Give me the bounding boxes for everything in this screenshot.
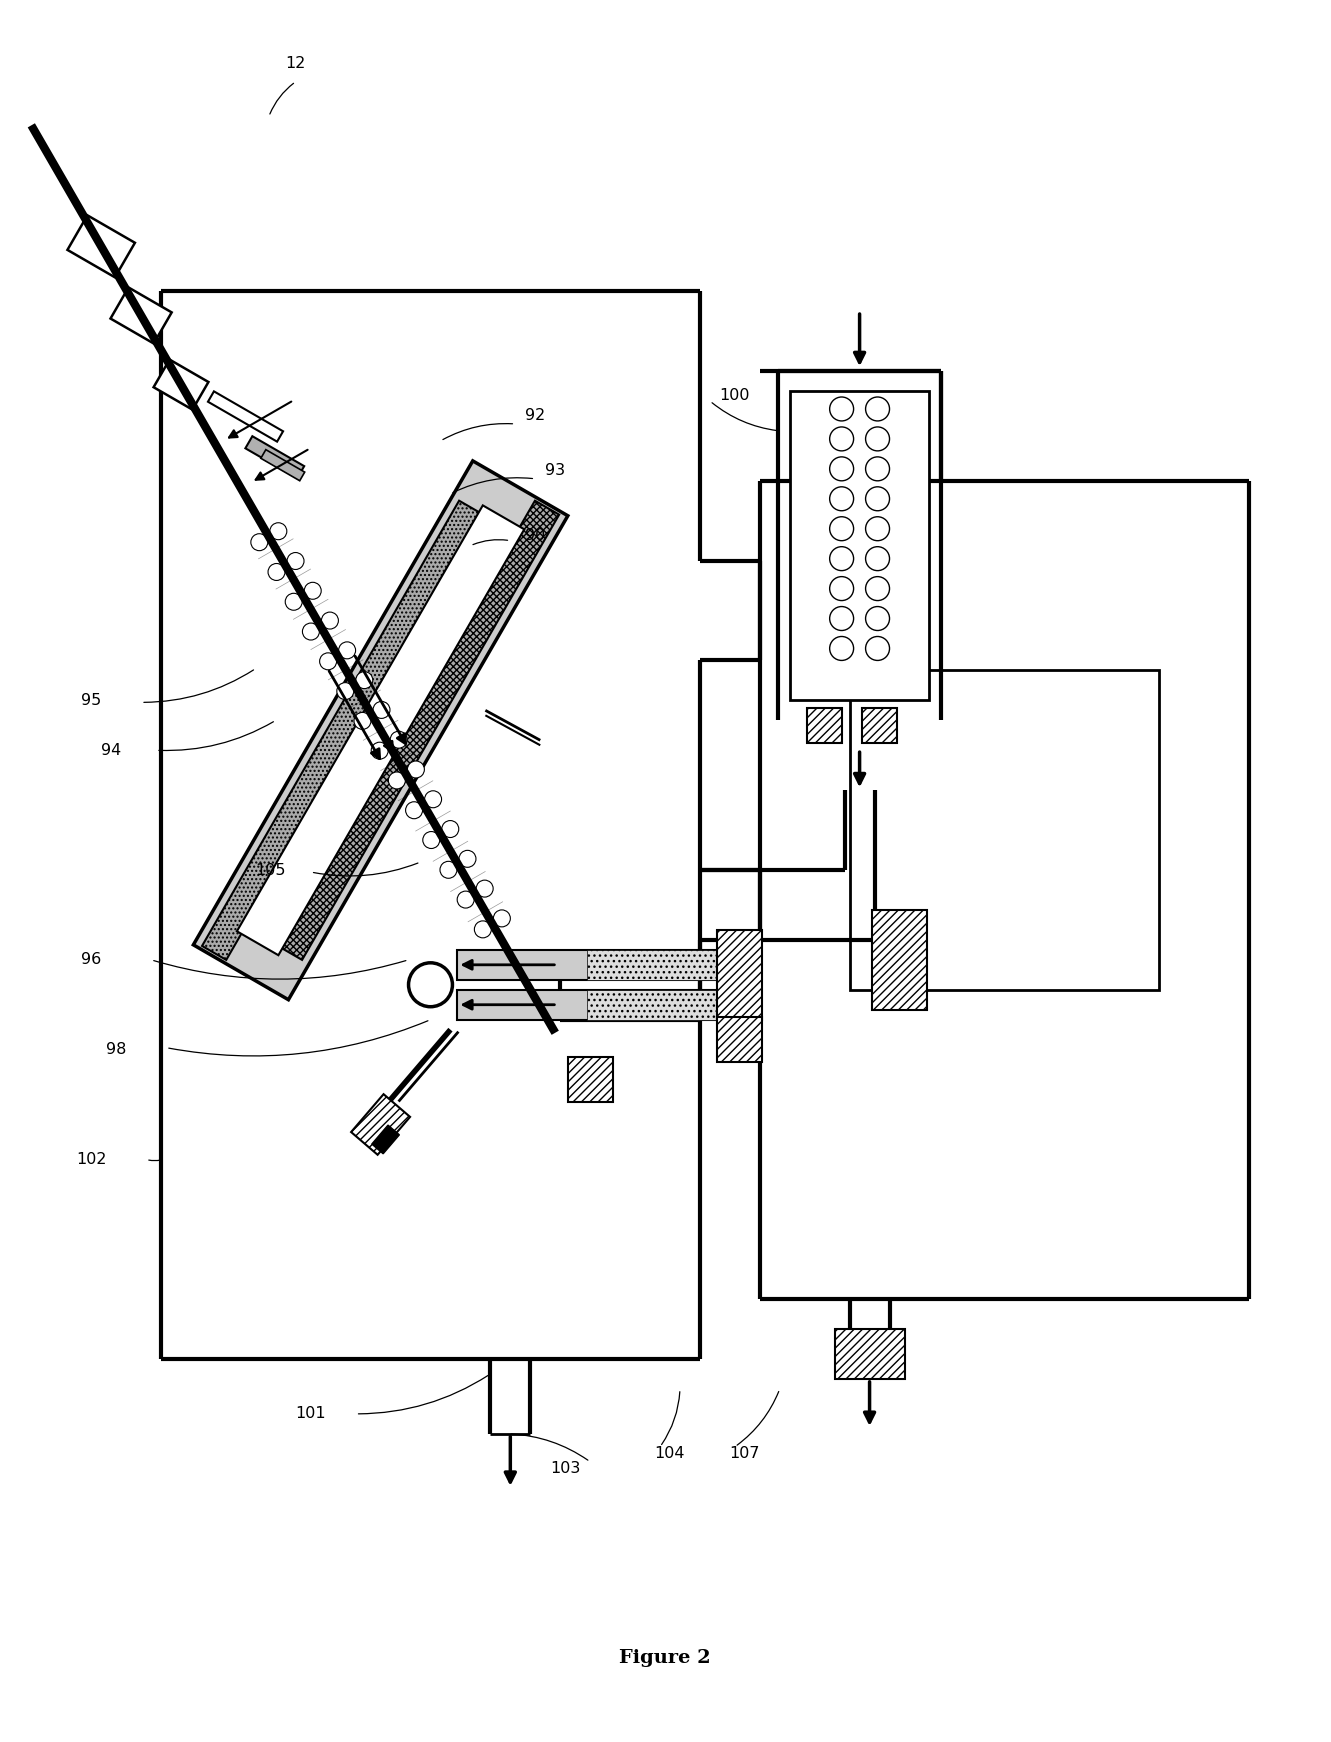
Circle shape	[389, 772, 406, 789]
Circle shape	[442, 820, 459, 838]
Circle shape	[457, 892, 474, 908]
Text: 90: 90	[526, 528, 546, 544]
Text: 95: 95	[81, 693, 101, 707]
Bar	[849, 671, 1159, 989]
Circle shape	[865, 456, 889, 481]
Circle shape	[322, 611, 338, 629]
Circle shape	[354, 712, 371, 730]
Circle shape	[829, 517, 853, 540]
Bar	[587, 989, 760, 1019]
Polygon shape	[110, 287, 172, 343]
Circle shape	[459, 850, 476, 868]
Text: Figure 2: Figure 2	[619, 1650, 711, 1667]
Text: 102: 102	[76, 1151, 106, 1167]
Circle shape	[865, 606, 889, 631]
Circle shape	[302, 624, 319, 639]
Circle shape	[829, 427, 853, 451]
Circle shape	[407, 761, 425, 779]
Polygon shape	[371, 1125, 399, 1153]
Polygon shape	[872, 909, 926, 1010]
Circle shape	[494, 909, 510, 927]
Text: 93: 93	[546, 463, 566, 479]
Text: 103: 103	[550, 1462, 580, 1475]
Circle shape	[829, 456, 853, 481]
Circle shape	[441, 861, 457, 878]
Circle shape	[373, 702, 390, 718]
Circle shape	[829, 397, 853, 422]
Text: 107: 107	[729, 1446, 760, 1462]
Polygon shape	[208, 392, 284, 442]
Circle shape	[287, 552, 303, 570]
Circle shape	[338, 641, 355, 658]
Circle shape	[409, 963, 453, 1007]
Polygon shape	[835, 1329, 905, 1380]
Text: 101: 101	[295, 1406, 326, 1421]
Polygon shape	[862, 707, 897, 742]
Circle shape	[250, 533, 268, 550]
Circle shape	[390, 732, 407, 747]
Circle shape	[829, 636, 853, 660]
Circle shape	[829, 577, 853, 601]
Polygon shape	[261, 449, 305, 481]
Polygon shape	[278, 500, 559, 960]
Text: 98: 98	[106, 1042, 126, 1057]
Circle shape	[371, 742, 389, 760]
Circle shape	[425, 791, 442, 808]
Circle shape	[319, 653, 337, 671]
Circle shape	[829, 606, 853, 631]
Circle shape	[268, 563, 285, 580]
Polygon shape	[717, 930, 763, 1019]
Circle shape	[305, 582, 321, 599]
Text: 104: 104	[655, 1446, 685, 1462]
Circle shape	[865, 427, 889, 451]
Circle shape	[270, 523, 286, 540]
Text: 105: 105	[256, 862, 286, 878]
Text: 100: 100	[720, 388, 751, 404]
Circle shape	[423, 831, 439, 848]
Circle shape	[406, 801, 422, 819]
Polygon shape	[193, 462, 568, 1000]
Polygon shape	[568, 1057, 612, 1103]
Circle shape	[829, 547, 853, 571]
Polygon shape	[202, 500, 483, 960]
Bar	[458, 989, 760, 1019]
Circle shape	[337, 683, 354, 700]
Text: 94: 94	[101, 742, 121, 758]
Polygon shape	[717, 1017, 763, 1063]
Bar	[789, 390, 929, 700]
Text: 12: 12	[286, 56, 306, 71]
Bar	[458, 949, 760, 979]
Polygon shape	[153, 359, 209, 409]
Circle shape	[355, 672, 373, 688]
Circle shape	[476, 880, 494, 897]
Circle shape	[865, 517, 889, 540]
Bar	[587, 949, 760, 979]
Circle shape	[865, 547, 889, 571]
Polygon shape	[237, 505, 524, 955]
Text: 96: 96	[81, 953, 101, 967]
Polygon shape	[68, 216, 134, 277]
Text: 92: 92	[526, 408, 546, 423]
Circle shape	[474, 922, 491, 937]
Circle shape	[865, 577, 889, 601]
Polygon shape	[807, 707, 843, 742]
Circle shape	[865, 486, 889, 510]
Circle shape	[865, 636, 889, 660]
Circle shape	[829, 486, 853, 510]
Polygon shape	[351, 1094, 410, 1155]
Circle shape	[865, 397, 889, 422]
Circle shape	[285, 594, 302, 610]
Polygon shape	[245, 436, 305, 479]
